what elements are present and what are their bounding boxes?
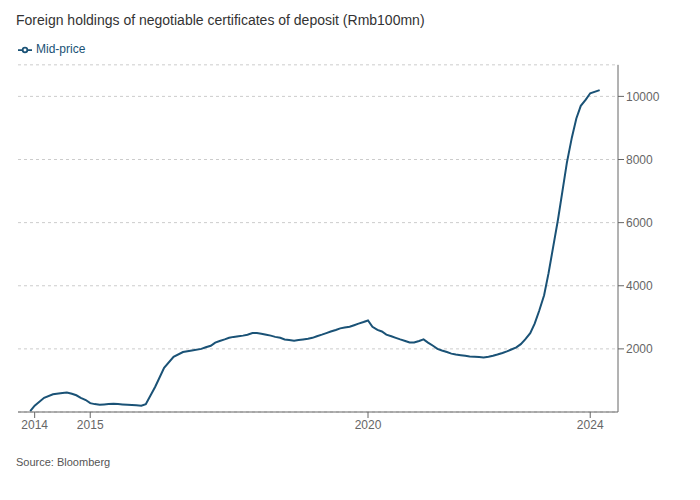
svg-text:4000: 4000 bbox=[626, 279, 653, 293]
svg-text:2020: 2020 bbox=[355, 418, 382, 432]
svg-text:2015: 2015 bbox=[77, 418, 104, 432]
svg-text:6000: 6000 bbox=[626, 216, 653, 230]
html-text:Source: Bloomberg: Source: Bloomberg bbox=[16, 456, 111, 468]
svg-text:2000: 2000 bbox=[626, 342, 653, 356]
html-text:Mid-price: Mid-price bbox=[36, 42, 86, 56]
svg-text:10000: 10000 bbox=[626, 90, 660, 104]
html-text:Foreign holdings of negotiable: Foreign holdings of negotiable certifica… bbox=[16, 12, 425, 28]
svg-text:2024: 2024 bbox=[577, 418, 604, 432]
svg-text:2014: 2014 bbox=[21, 418, 48, 432]
svg-text:8000: 8000 bbox=[626, 153, 653, 167]
